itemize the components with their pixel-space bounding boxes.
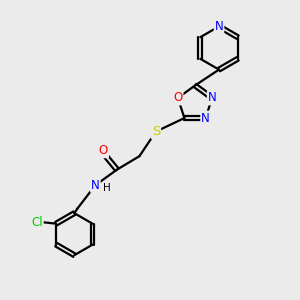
Text: S: S (152, 125, 160, 138)
Text: N: N (214, 20, 224, 33)
Text: O: O (173, 92, 182, 104)
Text: O: O (99, 144, 108, 157)
Text: N: N (208, 92, 217, 104)
Text: N: N (91, 179, 100, 192)
Text: H: H (103, 183, 111, 193)
Text: Cl: Cl (31, 216, 43, 229)
Text: N: N (201, 112, 210, 124)
